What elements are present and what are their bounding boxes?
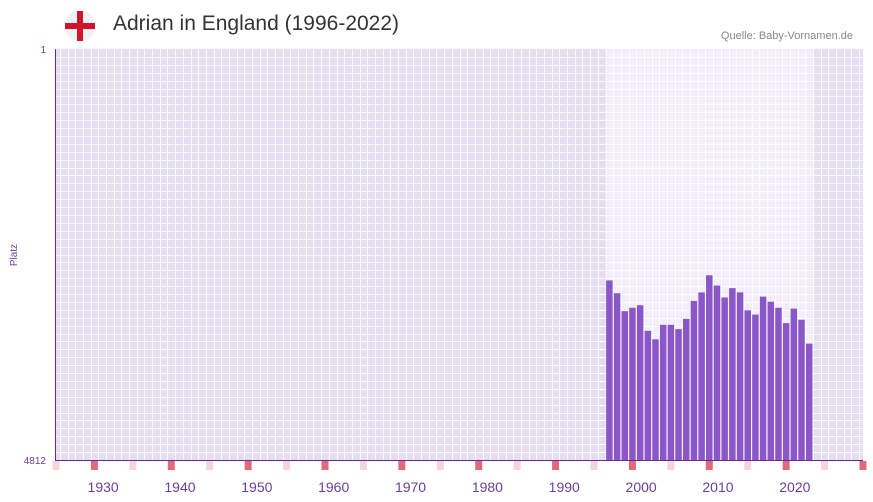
x-tick-1970: 1970: [395, 479, 426, 495]
x-tick-2010: 2010: [702, 479, 733, 495]
bar-2016: [759, 296, 767, 460]
y-tick-bottom: 4812: [24, 456, 47, 467]
bar-2017: [767, 301, 775, 460]
source-credit: Quelle: Baby-Vornamen.de: [720, 30, 853, 42]
marker-1944: [206, 461, 214, 470]
marker-1939: [167, 461, 175, 470]
bar-1998: [621, 311, 628, 460]
bar-2009: [706, 275, 713, 460]
chart-title: Adrian in England (1996-2022): [113, 12, 400, 35]
x-tick-1980: 1980: [472, 479, 503, 495]
x-tick-labels: 1930 1940 1950 1960 1970 1980 1990 2000 2010 2020: [88, 479, 811, 495]
england-flag-icon: [64, 10, 96, 42]
x-tick-1950: 1950: [241, 479, 272, 495]
bar-2001: [644, 330, 652, 460]
marker-1929: [90, 461, 98, 470]
bar-2005: [675, 329, 682, 460]
marker-1974: [436, 461, 444, 470]
bar-2019: [782, 323, 790, 460]
marker-1924: [52, 461, 60, 470]
x-tick-2020: 2020: [779, 479, 810, 495]
marker-2014: [744, 461, 752, 470]
bar-1997: [613, 293, 621, 460]
bar-2022: [805, 343, 813, 460]
bar-2002: [652, 339, 659, 460]
grid-lines: [52, 49, 863, 460]
marker-2019: [782, 461, 790, 470]
x-tick-1990: 1990: [549, 479, 580, 495]
bar-2010: [713, 285, 721, 460]
marker-1949: [244, 461, 252, 470]
bar-2011: [721, 297, 728, 460]
marker-1999: [628, 461, 636, 470]
y-tick-top: 1: [40, 45, 46, 56]
bar-2021: [798, 319, 805, 460]
bar-2015: [752, 314, 759, 460]
marker-2004: [667, 461, 675, 470]
bar-2012: [729, 288, 736, 460]
bar-2003: [659, 324, 667, 460]
x-tick-2000: 2000: [626, 479, 657, 495]
marker-2029: [859, 461, 867, 470]
bar-series: [606, 275, 813, 460]
marker-1954: [283, 461, 291, 470]
bar-2007: [690, 300, 698, 460]
bar-2000: [636, 305, 644, 460]
marker-2009: [705, 461, 713, 470]
marker-1959: [321, 461, 329, 470]
y-axis-label: Platz: [9, 244, 20, 266]
bar-2014: [744, 310, 751, 460]
x-tick-1930: 1930: [88, 479, 119, 495]
marker-1989: [552, 461, 560, 470]
x-tick-1960: 1960: [318, 479, 349, 495]
bar-2006: [682, 318, 690, 460]
bar-2013: [736, 292, 744, 460]
marker-1964: [359, 461, 367, 470]
bar-2018: [775, 307, 782, 460]
marker-1934: [129, 461, 137, 470]
marker-2024: [821, 461, 829, 470]
bar-2008: [698, 292, 705, 460]
x-tick-1940: 1940: [164, 479, 195, 495]
decade-markers: [52, 461, 867, 470]
marker-1979: [475, 461, 483, 470]
bar-1996: [606, 280, 613, 460]
bar-1999: [629, 307, 636, 460]
marker-1969: [398, 461, 406, 470]
bar-2004: [667, 324, 675, 460]
bar-2020: [790, 308, 798, 460]
marker-1984: [513, 461, 521, 470]
marker-1994: [590, 461, 598, 470]
